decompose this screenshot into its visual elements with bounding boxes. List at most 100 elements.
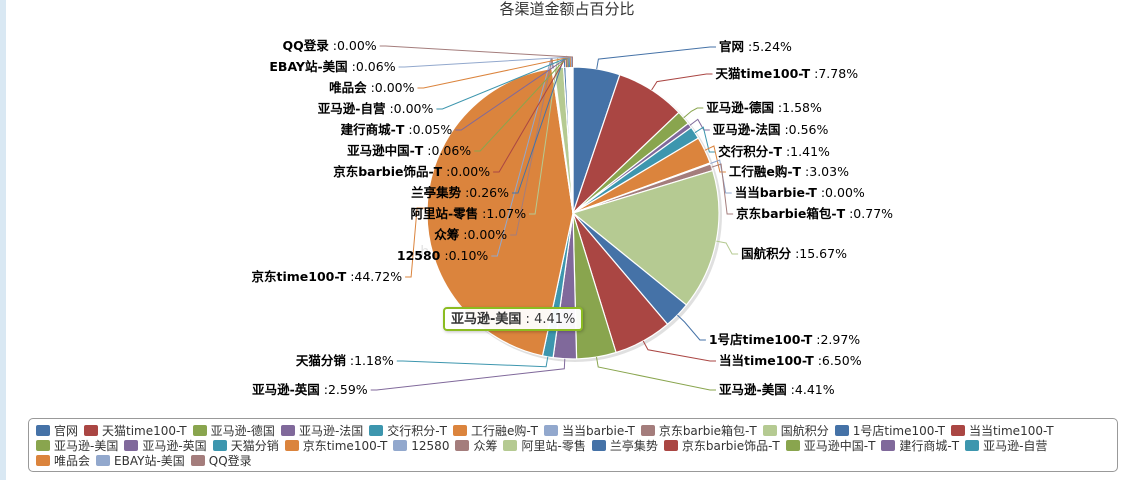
slice-label-name: 天猫分销 bbox=[296, 353, 347, 368]
legend-item[interactable]: QQ登录 bbox=[190, 454, 252, 468]
legend-swatch bbox=[640, 425, 655, 436]
slice-label-name: 12580 bbox=[397, 248, 441, 263]
legend-item[interactable]: 亚马逊-美国 bbox=[36, 439, 118, 453]
label-connector bbox=[704, 145, 726, 173]
legend-swatch bbox=[663, 440, 678, 451]
slice-label-name: 亚马逊-美国 bbox=[719, 382, 787, 397]
slice-label-t: 建行商城-T :0.05% bbox=[341, 122, 453, 137]
legend-label: 工行融e购-T bbox=[470, 424, 538, 438]
slice-label-value: :1.58% bbox=[774, 100, 822, 115]
legend-item[interactable]: EBAY站-美国 bbox=[96, 454, 185, 468]
slice-label-name: 众筹 bbox=[434, 227, 460, 242]
legend-label: 建行商城-T bbox=[899, 439, 960, 453]
slice-label-name: QQ登录 bbox=[283, 38, 330, 53]
slice-label-value: :1.07% bbox=[478, 206, 526, 221]
slice-label-value: :7.78% bbox=[810, 66, 858, 81]
label-connector bbox=[716, 240, 739, 255]
legend-swatch bbox=[762, 425, 777, 436]
label-connector bbox=[491, 58, 553, 257]
label-connector bbox=[493, 55, 567, 173]
legend-item[interactable]: 亚马逊-英国 bbox=[124, 439, 207, 453]
slice-label-e-t: 工行融e购-T :3.03% bbox=[729, 164, 849, 179]
legend-item[interactable]: 当当time100-T bbox=[950, 424, 1054, 438]
label-connector bbox=[711, 163, 734, 215]
legend-label: 众筹 bbox=[473, 439, 498, 453]
legend-item[interactable]: 天猫分销 bbox=[212, 439, 279, 453]
tooltip-series-name: 亚马逊-美国 bbox=[451, 312, 522, 327]
legend-item[interactable]: 国航积分 bbox=[762, 424, 829, 438]
label-connector bbox=[512, 57, 566, 194]
legend-item[interactable]: 亚马逊中国-T bbox=[785, 439, 875, 453]
pie-slice-item-8[interactable] bbox=[572, 169, 720, 306]
legend-label: 京东time100-T bbox=[302, 439, 388, 453]
slice-label-name: 工行融e购-T bbox=[729, 164, 802, 179]
legend-label: EBAY站-美国 bbox=[114, 454, 185, 468]
legend-item[interactable]: 官网 bbox=[36, 424, 78, 438]
legend-swatch bbox=[785, 440, 800, 451]
legend-item[interactable]: 12580 bbox=[393, 439, 449, 453]
slice-label-name: 国航积分 bbox=[741, 246, 792, 261]
legend-swatch bbox=[124, 440, 139, 451]
legend-item[interactable]: 京东barbie饰品-T bbox=[663, 439, 780, 453]
legend-swatch bbox=[950, 425, 965, 436]
legend-swatch bbox=[190, 455, 205, 466]
legend-item[interactable]: 1号店time100-T bbox=[834, 424, 945, 438]
slice-label-name: 天猫time100-T bbox=[715, 66, 810, 81]
slice-label-name: 唯品会 bbox=[329, 80, 367, 95]
legend-label: 交行积分-T bbox=[387, 424, 447, 438]
slice-label-item-17: 阿里站-零售 :1.07% bbox=[410, 206, 526, 221]
legend-item[interactable]: 工行融e购-T bbox=[452, 424, 538, 438]
legend-item[interactable]: 亚马逊-法国 bbox=[280, 424, 363, 438]
tooltip-value: 4.41% bbox=[534, 312, 576, 327]
legend-item[interactable]: 京东barbie箱包-T bbox=[640, 424, 757, 438]
label-connector bbox=[689, 118, 710, 131]
label-connector bbox=[683, 107, 704, 119]
slice-label-item-12: 亚马逊-英国 :2.59% bbox=[252, 382, 368, 397]
legend-swatch bbox=[36, 455, 50, 466]
label-connector bbox=[642, 340, 716, 362]
legend-item[interactable]: 唯品会 bbox=[36, 454, 90, 468]
slice-label-time100-t: 天猫time100-T :7.78% bbox=[715, 66, 858, 81]
label-connector bbox=[651, 73, 713, 91]
legend-swatch bbox=[212, 440, 227, 451]
slice-label-value: :3.03% bbox=[801, 164, 849, 179]
legend-item[interactable]: 亚马逊-德国 bbox=[192, 424, 275, 438]
legend-label: 天猫分销 bbox=[230, 439, 279, 453]
legend-item[interactable]: 众筹 bbox=[455, 439, 497, 453]
legend-swatch bbox=[834, 425, 849, 436]
legend-label: 官网 bbox=[54, 424, 79, 438]
legend-item[interactable]: 亚马逊-自营 bbox=[965, 439, 1047, 453]
legend-label: 京东barbie饰品-T bbox=[681, 439, 780, 453]
slice-label-item-2: 亚马逊-德国 :1.58% bbox=[706, 100, 822, 115]
legend-item[interactable]: 兰亭集势 bbox=[591, 439, 658, 453]
legend-swatch bbox=[36, 425, 50, 436]
legend-swatch bbox=[96, 455, 111, 466]
slice-label-value: :0.06% bbox=[423, 143, 471, 158]
legend-swatch bbox=[455, 440, 470, 451]
legend-label: 当当time100-T bbox=[968, 424, 1054, 438]
legend-item[interactable]: 当当barbie-T bbox=[544, 424, 635, 438]
legend-item[interactable]: 天猫time100-T bbox=[84, 424, 187, 438]
label-connector bbox=[474, 55, 568, 152]
legend-swatch bbox=[36, 440, 50, 451]
legend-item[interactable]: 京东time100-T bbox=[284, 439, 388, 453]
legend-label: 阿里站-零售 bbox=[521, 439, 586, 453]
legend-label: 亚马逊-自营 bbox=[983, 439, 1048, 453]
slice-label-value: :6.50% bbox=[814, 353, 862, 368]
slice-label-name: EBAY站-美国 bbox=[269, 59, 347, 74]
legend-label: 当当barbie-T bbox=[562, 424, 635, 438]
legend-label: 12580 bbox=[411, 439, 450, 453]
legend-item[interactable]: 建行商城-T bbox=[881, 439, 959, 453]
pie-slice-time100-t[interactable] bbox=[426, 67, 574, 357]
slice-label-time100-t: 京东time100-T :44.72% bbox=[251, 269, 402, 284]
slice-label-qq: QQ登录 :0.00% bbox=[283, 38, 377, 53]
slice-label-value: :0.26% bbox=[461, 185, 509, 200]
legend-item[interactable]: 阿里站-零售 bbox=[503, 439, 586, 453]
slice-label-name: 当当time100-T bbox=[719, 353, 814, 368]
legend-item[interactable]: 交行积分-T bbox=[369, 424, 447, 438]
slice-label-name: 亚马逊-法国 bbox=[713, 122, 781, 137]
legend-swatch bbox=[452, 425, 467, 436]
slice-label-value: :0.06% bbox=[348, 59, 396, 74]
slice-label-name: 建行商城-T bbox=[341, 122, 405, 137]
slice-label-name: 当当barbie-T bbox=[735, 185, 818, 200]
